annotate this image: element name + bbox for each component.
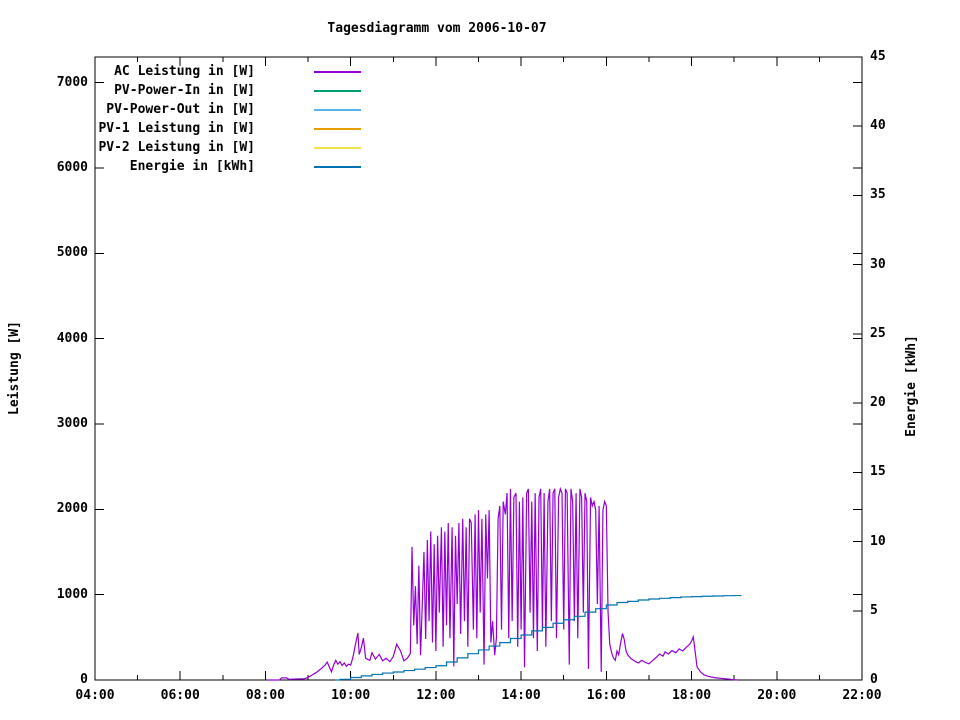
x-tick-label: 16:00 <box>586 688 626 703</box>
legend-color-line-icon <box>314 90 361 92</box>
legend-color-line-icon <box>314 128 361 130</box>
x-tick-label: 08:00 <box>245 688 285 703</box>
y-right-tick-label: 40 <box>870 118 886 134</box>
legend-item-label: PV-Power-Out in [W] <box>106 102 255 117</box>
x-tick-label: 18:00 <box>671 688 712 703</box>
x-tick-label: 14:00 <box>501 688 541 703</box>
legend-color-line-icon <box>314 109 361 111</box>
y-right-tick-label: 10 <box>870 533 886 549</box>
series-line-energie-in-kwh <box>334 594 742 681</box>
legend-color-line-icon <box>314 166 361 168</box>
legend-item-label: Energie in [kWh] <box>129 159 255 174</box>
y-left-tick-label: 0 <box>80 672 88 687</box>
y-left-tick-label: 6000 <box>56 159 88 175</box>
y-right-tick-label: 35 <box>870 187 886 203</box>
y-left-tick-label: 5000 <box>56 245 88 261</box>
y-left-tick-label: 2000 <box>56 501 88 517</box>
x-tick-label: 20:00 <box>757 688 797 703</box>
x-tick-label: 10:00 <box>331 688 371 703</box>
x-tick-label: 06:00 <box>160 688 200 703</box>
y-right-tick-label: 45 <box>870 49 886 64</box>
y-right-tick-label: 0 <box>870 672 878 687</box>
legend-item-label: PV-2 Leistung in [W] <box>98 140 255 155</box>
y-left-tick-label: 1000 <box>56 586 88 602</box>
legend-item-label: AC Leistung in [W] <box>114 64 255 79</box>
y-left-tick-label: 7000 <box>56 74 88 90</box>
legend-color-line-icon <box>314 147 361 149</box>
x-tick-label: 22:00 <box>842 688 882 703</box>
y-right-tick-label: 25 <box>870 325 886 341</box>
legend-item-label: PV-Power-In in [W] <box>114 83 255 98</box>
y-right-tick-label: 20 <box>870 395 886 411</box>
y-right-tick-label: 30 <box>870 256 886 272</box>
legend-item-label: PV-1 Leistung in [W] <box>98 121 255 136</box>
x-tick-label: 12:00 <box>416 688 456 703</box>
y-right-tick-label: 5 <box>870 602 878 618</box>
y-left-tick-label: 3000 <box>56 415 88 431</box>
y-right-tick-label: 15 <box>870 464 886 480</box>
x-tick-label: 04:00 <box>75 688 115 703</box>
chart-title: Tagesdiagramm vom 2006-10-07 <box>327 21 547 36</box>
legend-color-line-icon <box>314 71 361 73</box>
y-left-tick-label: 4000 <box>56 330 88 346</box>
series-line-ac-leistung-in-w <box>267 486 738 681</box>
